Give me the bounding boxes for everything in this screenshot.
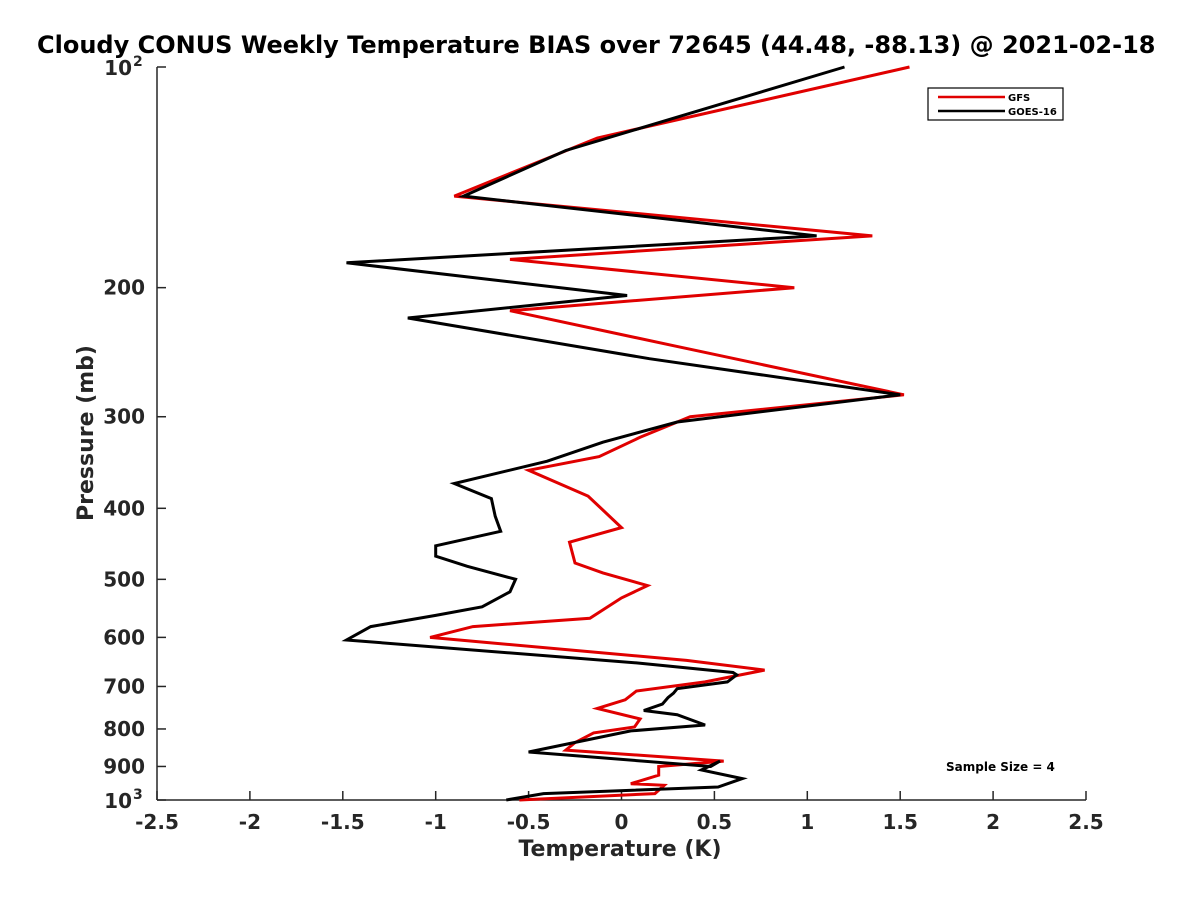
series-line-gfs — [429, 65, 910, 802]
y-tick-label: 400 — [103, 496, 145, 520]
legend-label-goes16: GOES-16 — [1008, 107, 1057, 118]
y-tick-label: 10 — [104, 789, 132, 813]
y-tick-label: 200 — [103, 276, 145, 300]
y-tick-label: 700 — [103, 674, 145, 698]
x-tick-label: -2 — [239, 810, 261, 834]
y-tick-label: 600 — [103, 625, 145, 649]
x-tick-label: 1.5 — [882, 810, 917, 834]
y-tick-label: 300 — [103, 405, 145, 429]
x-tick-label: -2.5 — [135, 810, 179, 834]
legend: GFS GOES-16 — [927, 87, 1064, 121]
sample-size-annotation: Sample Size = 4 — [946, 760, 1055, 774]
y-tick-label: 10 — [104, 56, 132, 80]
x-tick-label: 0 — [615, 810, 629, 834]
x-tick-label: -1 — [425, 810, 447, 834]
y-tick-label: 500 — [103, 567, 145, 591]
y-tick-exponent: 2 — [133, 54, 143, 70]
x-tick-label: -1.5 — [321, 810, 365, 834]
x-tick-label: -0.5 — [507, 810, 551, 834]
plot-axes: -2.5 -2 -1.5 -1 -0.5 0 0.5 1 1.5 2 2.510 2200300400… — [103, 54, 1103, 834]
legend-box — [927, 87, 1064, 121]
x-tick-label: 2.5 — [1068, 810, 1103, 834]
chart-title: Cloudy CONUS Weekly Temperature BIAS ove… — [37, 31, 1155, 59]
x-tick-label: 2 — [986, 810, 1000, 834]
x-tick-label: 1 — [800, 810, 814, 834]
y-tick-exponent: 3 — [133, 787, 143, 803]
x-axis-label: Temperature (K) — [518, 837, 721, 862]
legend-label-gfs: GFS — [1008, 93, 1030, 104]
y-axis-label: Pressure (mb) — [74, 345, 99, 521]
y-tick-label: 800 — [103, 717, 145, 741]
series-layer — [341, 65, 910, 802]
series-line-goes16 — [341, 65, 901, 802]
x-tick-label: 0.5 — [697, 810, 732, 834]
y-tick-label: 900 — [103, 754, 145, 778]
